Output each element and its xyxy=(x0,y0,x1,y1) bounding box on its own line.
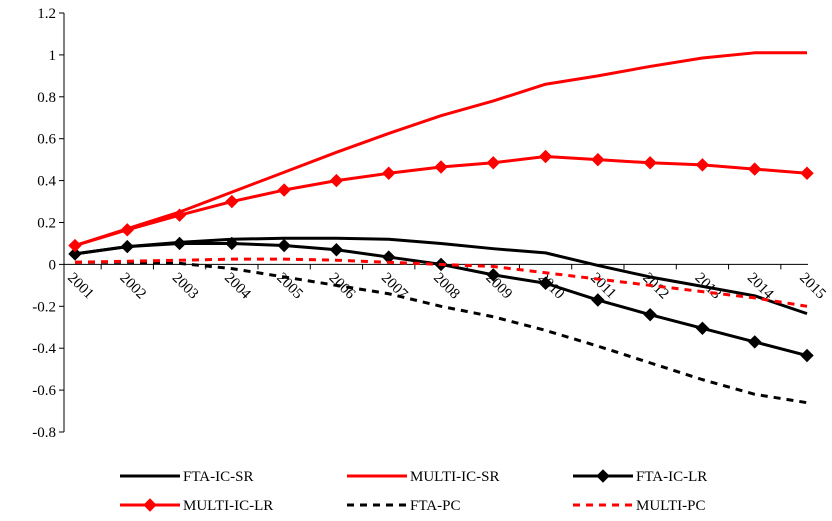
y-tick-label: -0.6 xyxy=(32,383,56,399)
y-tick-label: 0.6 xyxy=(37,132,56,148)
x-tick-label: 2005 xyxy=(273,270,306,303)
series-line xyxy=(74,257,808,308)
series-fta-ic-sr xyxy=(74,236,808,316)
legend-item: MULTI-IC-SR xyxy=(347,469,499,485)
legend-item: MULTI-IC-LR xyxy=(120,498,273,514)
legend-label: MULTI-PC xyxy=(636,498,705,514)
series-lines xyxy=(68,51,814,405)
data-point-marker xyxy=(643,307,657,322)
data-point-marker xyxy=(434,160,448,174)
data-point-marker xyxy=(329,243,344,257)
data-point-marker xyxy=(800,166,814,180)
y-tick-label: 0.4 xyxy=(37,174,56,190)
y-tick-label: 0.8 xyxy=(37,90,56,106)
data-point-marker xyxy=(695,321,710,336)
y-tick-label: -0.2 xyxy=(32,299,56,315)
y-tick-label: 1 xyxy=(49,48,57,64)
data-point-marker xyxy=(382,166,396,180)
x-tick-label: 2002 xyxy=(116,270,149,303)
chart-legend: FTA-IC-SR MULTI-IC-SR FTA-IC-LR MULTI-IC-LR… xyxy=(120,469,707,514)
data-point-marker xyxy=(538,276,553,290)
legend-item: FTA-PC xyxy=(347,498,460,514)
legend-label: MULTI-IC-LR xyxy=(183,498,273,514)
data-point-marker xyxy=(748,162,762,176)
data-point-marker xyxy=(486,156,500,170)
x-tick-label: 2008 xyxy=(430,270,463,303)
data-point-marker xyxy=(225,236,239,251)
y-tick-label: -0.8 xyxy=(32,425,56,441)
data-point-marker xyxy=(120,239,134,254)
legend-marker xyxy=(596,469,610,483)
legend-label: FTA-IC-LR xyxy=(636,469,707,485)
legend-label: MULTI-IC-SR xyxy=(410,469,499,485)
y-tick-label: -0.4 xyxy=(32,341,56,357)
data-point-marker xyxy=(748,335,762,349)
data-point-marker xyxy=(68,247,82,261)
series-fta-pc xyxy=(75,260,808,405)
data-point-marker xyxy=(120,223,134,237)
data-point-marker xyxy=(277,183,291,197)
data-point-marker xyxy=(486,268,500,282)
series-line xyxy=(74,236,808,316)
data-point-marker xyxy=(538,149,553,164)
legend-item: MULTI-PC xyxy=(573,498,705,514)
series-multi-ic-lr xyxy=(68,149,814,253)
legend-label: FTA-IC-SR xyxy=(183,469,253,485)
series-fta-ic-lr xyxy=(68,236,814,363)
data-point-marker xyxy=(225,194,239,209)
data-point-marker xyxy=(695,158,710,172)
data-point-marker xyxy=(172,236,187,251)
x-tick-label: 2015 xyxy=(796,270,829,303)
x-tick-label: 2001 xyxy=(64,270,97,303)
y-tick-label: 0 xyxy=(49,257,57,273)
data-point-marker xyxy=(643,156,657,170)
x-tick-label: 2004 xyxy=(221,270,254,303)
data-point-marker xyxy=(277,238,291,253)
data-point-marker xyxy=(591,293,605,307)
data-point-marker xyxy=(800,348,814,363)
series-line xyxy=(75,260,808,405)
y-tick-label: 1.2 xyxy=(37,6,56,22)
x-tick-label: 2007 xyxy=(378,270,411,303)
legend-marker xyxy=(143,498,157,512)
series-multi-ic-sr xyxy=(74,51,807,247)
y-tick-label: 0.2 xyxy=(37,216,56,232)
legend-item: FTA-IC-LR xyxy=(573,469,707,485)
series-multi-pc xyxy=(74,257,808,308)
data-point-marker xyxy=(329,173,344,188)
legend-label: FTA-PC xyxy=(410,498,460,514)
x-tick-label: 2003 xyxy=(169,270,202,303)
data-point-marker xyxy=(591,152,605,167)
data-point-marker xyxy=(172,208,187,222)
data-point-marker xyxy=(68,238,82,253)
legend-item: FTA-IC-SR xyxy=(120,469,253,485)
series-line xyxy=(74,51,807,247)
x-tick-label: 2006 xyxy=(326,270,359,303)
